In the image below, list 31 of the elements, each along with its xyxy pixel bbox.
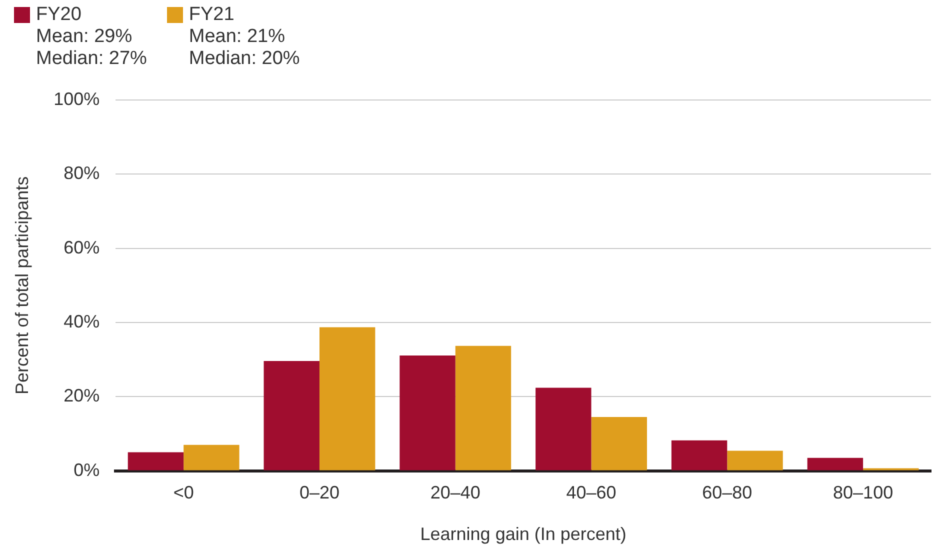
text: Mean: 21% bbox=[188, 26, 286, 48]
y-axis-title: Percent of total participants bbox=[12, 176, 32, 394]
y-tick-label: 60% bbox=[64, 237, 100, 258]
bar bbox=[671, 440, 728, 470]
bar bbox=[184, 444, 240, 470]
y-tick-label: 100% bbox=[54, 88, 100, 109]
bar bbox=[400, 355, 456, 470]
bar bbox=[455, 346, 512, 470]
legend-label: FY21 bbox=[188, 4, 234, 26]
y-tick-label: 40% bbox=[64, 311, 100, 332]
bar bbox=[591, 417, 647, 470]
bar bbox=[536, 388, 592, 470]
x-tick-label: 60–80 bbox=[702, 482, 752, 503]
x-tick-label: 80–100 bbox=[833, 482, 894, 503]
bar bbox=[319, 327, 376, 470]
bar bbox=[727, 450, 783, 470]
bar bbox=[264, 361, 320, 470]
x-tick-label: <0 bbox=[173, 482, 194, 503]
x-axis-title: Learning gain (In percent) bbox=[420, 524, 626, 544]
y-tick-label: 0% bbox=[74, 460, 100, 480]
text: Median: 27% bbox=[35, 48, 147, 70]
y-tick-label: 20% bbox=[64, 386, 100, 406]
x-tick-label: 20–40 bbox=[430, 482, 480, 503]
x-tick-label: 0–20 bbox=[299, 482, 340, 503]
bar bbox=[128, 452, 184, 470]
x-tick-label: 40–60 bbox=[566, 482, 616, 503]
bar bbox=[807, 458, 864, 470]
legend-label: FY20 bbox=[36, 4, 82, 26]
y-tick-label: 80% bbox=[64, 163, 100, 184]
text: Mean: 29% bbox=[35, 26, 134, 48]
text: Median: 20% bbox=[188, 48, 300, 70]
